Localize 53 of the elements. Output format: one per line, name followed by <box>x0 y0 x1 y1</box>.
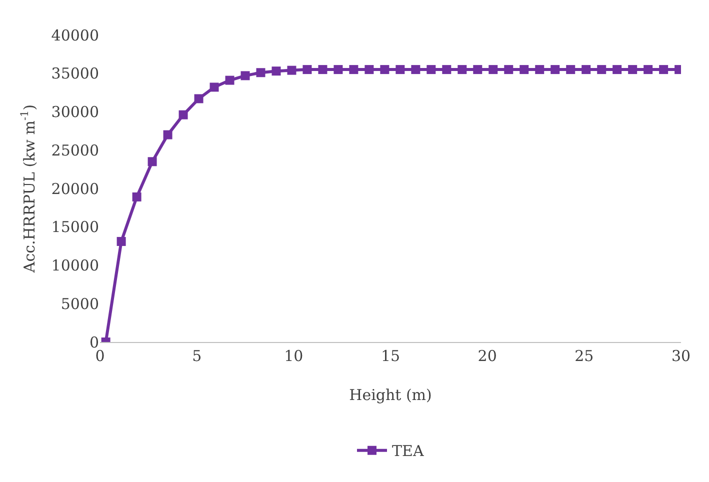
point <box>411 65 420 74</box>
point <box>582 65 591 74</box>
y-tick-label: 15000 <box>51 218 99 236</box>
point <box>550 65 560 74</box>
y-tick-label: 25000 <box>51 141 99 160</box>
y-tick-label: 0 <box>89 333 99 352</box>
point <box>349 65 358 74</box>
point <box>287 66 296 75</box>
point <box>458 65 467 74</box>
point <box>364 65 374 74</box>
point <box>504 65 514 74</box>
x-axis-title: Height (m) <box>349 386 432 404</box>
point <box>210 82 219 92</box>
point <box>334 65 343 74</box>
point <box>566 65 576 74</box>
y-tick-label: 40000 <box>51 26 99 44</box>
point <box>256 68 266 78</box>
point <box>659 65 668 74</box>
y-tick-label: 30000 <box>51 103 99 121</box>
x-tick-label: 15 <box>380 347 400 365</box>
point <box>272 66 281 76</box>
point <box>442 65 452 74</box>
point <box>132 192 142 202</box>
point <box>178 110 188 120</box>
point <box>318 65 328 74</box>
point <box>148 157 157 166</box>
point <box>302 65 312 74</box>
point <box>612 65 622 74</box>
x-tick-label: 30 <box>671 347 691 365</box>
y-tick-label: 20000 <box>51 180 99 198</box>
point <box>380 65 390 74</box>
point <box>520 65 529 74</box>
x-tick-label: 25 <box>574 347 594 365</box>
point <box>597 65 606 74</box>
point <box>116 236 126 246</box>
point <box>644 65 653 74</box>
point <box>628 65 638 74</box>
x-tick-label: 10 <box>284 347 304 365</box>
point <box>473 65 482 74</box>
point <box>426 65 436 74</box>
y-tick-label: 35000 <box>51 64 99 83</box>
point <box>194 94 204 104</box>
point <box>535 65 544 74</box>
legend-label: TEA <box>392 442 424 460</box>
point <box>225 76 234 85</box>
point <box>488 65 498 74</box>
point <box>240 71 250 80</box>
point <box>396 65 405 74</box>
x-tick-label: 5 <box>192 347 202 365</box>
x-tick-label: 20 <box>478 347 497 365</box>
point <box>163 130 172 140</box>
y-tick-label: 5000 <box>60 294 99 313</box>
y-tick-label: 10000 <box>51 256 99 274</box>
